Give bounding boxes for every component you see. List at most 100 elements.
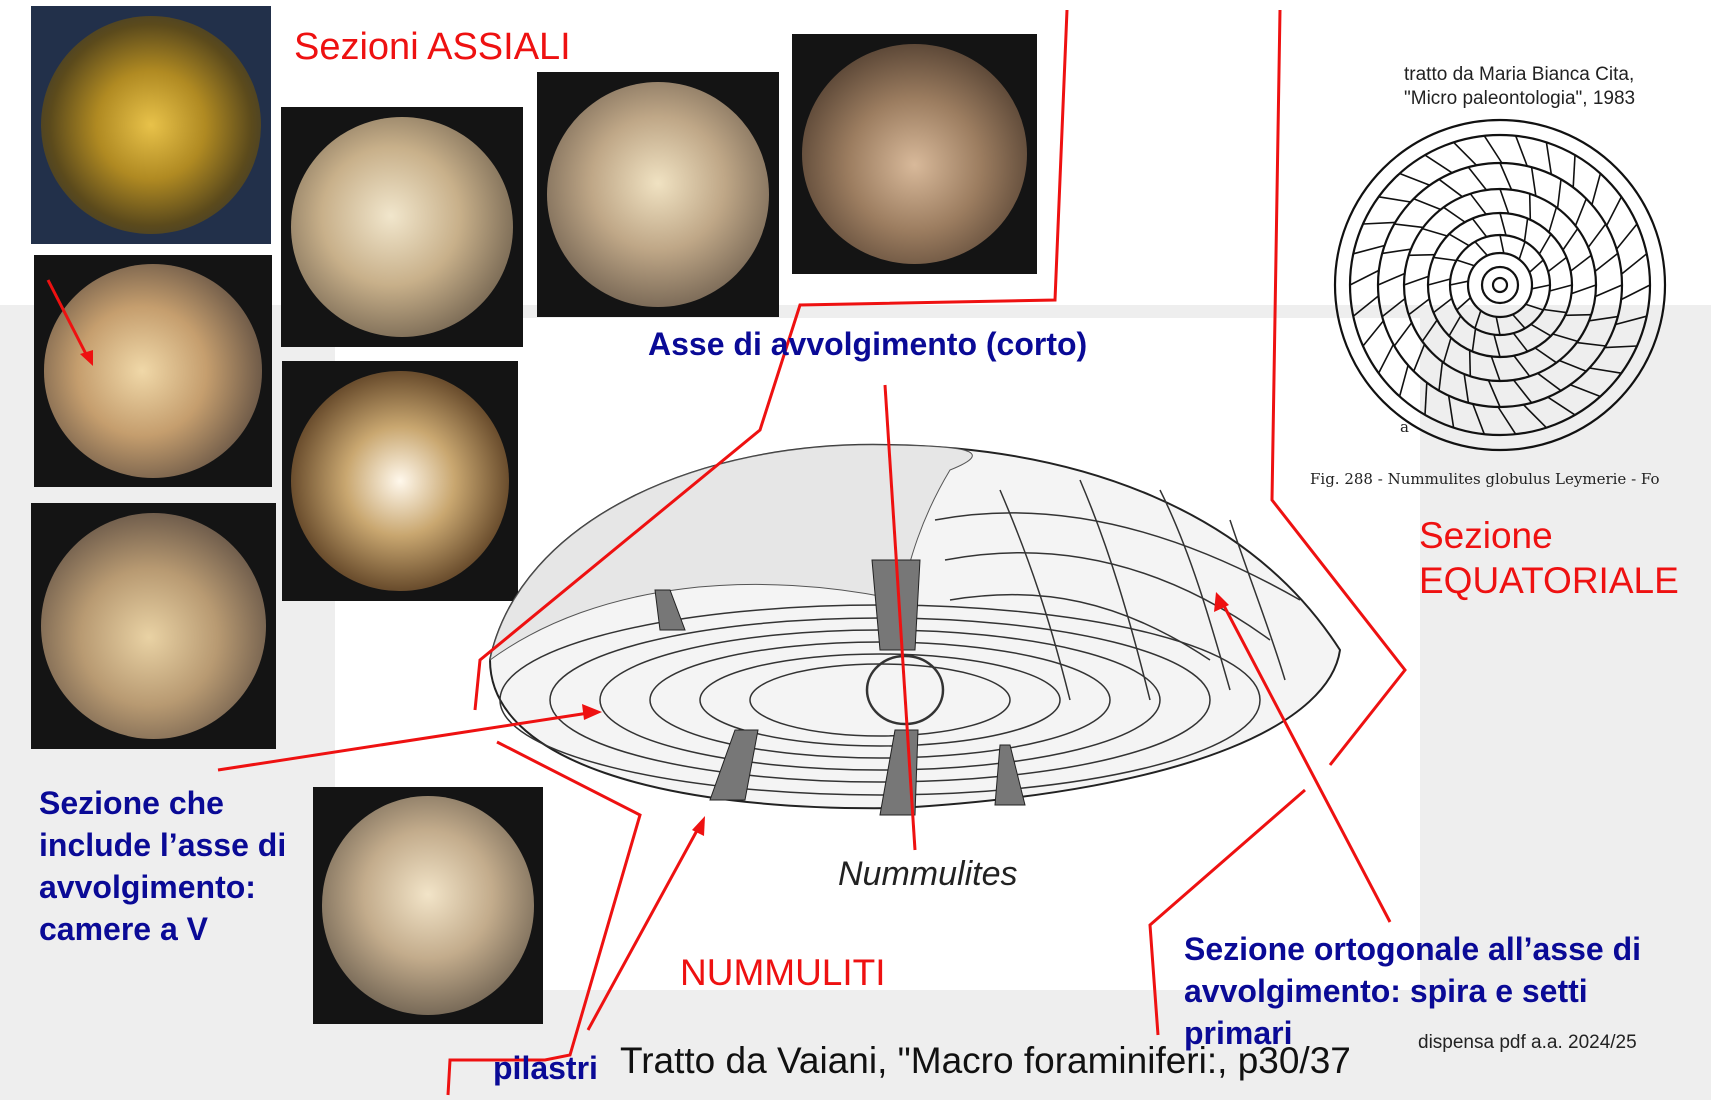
septum-line: [1594, 284, 1623, 298]
septum-line: [1556, 179, 1562, 209]
septum-line: [1514, 135, 1528, 167]
septum-line: [1547, 256, 1567, 273]
septum-line: [1408, 253, 1435, 257]
microscope-photo-5: [34, 255, 272, 487]
septum-line: [1499, 188, 1510, 214]
microscope-photo-1: [31, 6, 271, 244]
septum-line: [1421, 319, 1438, 342]
septum-line: [1398, 364, 1409, 397]
septum-line: [1456, 259, 1475, 267]
figure-caption: Fig. 288 - Nummulites globulus Leymerie …: [1310, 470, 1660, 488]
ortogonale-arrowhead: [1214, 592, 1229, 612]
septum-line: [1620, 253, 1648, 275]
septum-line: [1615, 223, 1638, 250]
septum-line: [1381, 297, 1406, 318]
ortogonale-arrow: [1220, 601, 1392, 923]
septum-line: [1438, 178, 1463, 198]
septum-line: [1443, 206, 1466, 223]
septum-line: [1534, 347, 1557, 364]
connector-line-bottom-left: [446, 740, 642, 1096]
septum-line: [1377, 272, 1406, 286]
septum-line: [1448, 315, 1462, 337]
septum-line: [1448, 233, 1470, 247]
septum-line: [1574, 198, 1588, 226]
septum-line: [1378, 196, 1411, 203]
pilastri-arrow: [586, 824, 702, 1031]
microscope-photo-8: [313, 787, 543, 1024]
septum-line: [1403, 275, 1429, 286]
microscope-photo-2: [281, 107, 523, 347]
septum-line: [1424, 154, 1453, 174]
septum-line: [1591, 173, 1602, 206]
photo-pointer-arrowhead: [80, 350, 93, 366]
septum-line: [1569, 384, 1601, 398]
equatorial-spiral-drawing: [1333, 118, 1667, 452]
septum-line: [1552, 333, 1578, 343]
equatoriale-label: EQUATORIALE: [1419, 560, 1679, 601]
ortogonale-line2: avvolgimento: spira e setti: [1184, 973, 1588, 1009]
sezione-che-line1: Sezione che: [39, 785, 224, 821]
septum-line: [1493, 334, 1501, 358]
septum-line: [1545, 142, 1553, 175]
septum-line: [1604, 345, 1638, 349]
septum-line: [1468, 350, 1472, 377]
septum-line: [1382, 248, 1412, 255]
septum-line: [1518, 241, 1526, 260]
septum-line: [1589, 367, 1622, 374]
septum-line: [1394, 223, 1424, 229]
vaiani-credit: Tratto da Vaiani, "Macro foraminiferi:, …: [620, 1040, 1351, 1081]
septum-line: [1442, 337, 1452, 363]
microscope-photo-4: [792, 34, 1037, 274]
septum-line: [1512, 313, 1526, 329]
septum-line: [1467, 166, 1488, 191]
asse-avvolgimento-label: Asse di avvolgimento (corto): [648, 326, 1088, 362]
nummuliti-label: NUMMULITI: [680, 952, 886, 993]
septum-line: [1615, 315, 1647, 326]
sezione-che-arrow: [217, 710, 596, 772]
septum-line: [1424, 382, 1428, 415]
septum-line: [1530, 323, 1552, 337]
septum-line: [1522, 404, 1547, 429]
cita-credit-line2: "Micro paleontologia", 1983: [1404, 88, 1636, 109]
septum-line: [1570, 254, 1592, 272]
pilastri-label: pilastri: [493, 1050, 598, 1086]
septum-line: [1576, 341, 1606, 347]
sezione-label: Sezione: [1419, 515, 1553, 556]
septum-line: [1377, 344, 1395, 374]
septum-line: [1433, 256, 1457, 262]
septum-line: [1362, 221, 1396, 225]
septum-line: [1412, 344, 1426, 372]
septum-line: [1474, 310, 1482, 329]
nummulites-drawing-label: Nummulites: [838, 855, 1018, 893]
septum-line: [1528, 193, 1532, 220]
cita-credit-line1: tratto da Maria Bianca Cita,: [1404, 64, 1635, 85]
septum-line: [1528, 259, 1544, 273]
ortogonale-line3: primari: [1184, 1015, 1293, 1051]
connector-line-top: [473, 9, 1069, 711]
microscope-photo-6: [282, 361, 518, 601]
septum-line: [1525, 303, 1544, 311]
septum-line: [1487, 379, 1501, 408]
sezione-che-line2: include l’asse di: [39, 827, 287, 863]
septum-line: [1588, 315, 1618, 322]
connector-line-bottom-right: [1148, 788, 1306, 1036]
septum-line: [1572, 155, 1576, 188]
septum-line: [1456, 297, 1472, 311]
septum-line: [1571, 284, 1597, 295]
pilastri-arrowhead: [692, 816, 705, 836]
septum-line: [1399, 172, 1431, 186]
figure-letter: a: [1400, 418, 1409, 436]
septum-line: [1565, 313, 1592, 317]
dispensa-credit: dispensa pdf a.a. 2024/25: [1418, 1032, 1637, 1053]
septum-line: [1449, 280, 1469, 286]
septum-line: [1469, 193, 1487, 215]
septum-line: [1497, 406, 1517, 435]
septum-line: [1538, 233, 1552, 255]
sezione-che-line4: camere a V: [39, 911, 209, 947]
nummulites-cutaway-drawing: [488, 443, 1342, 816]
septum-line: [1562, 228, 1579, 251]
septum-line: [1559, 359, 1587, 373]
septum-line: [1543, 308, 1567, 314]
septum-line: [1512, 379, 1533, 404]
